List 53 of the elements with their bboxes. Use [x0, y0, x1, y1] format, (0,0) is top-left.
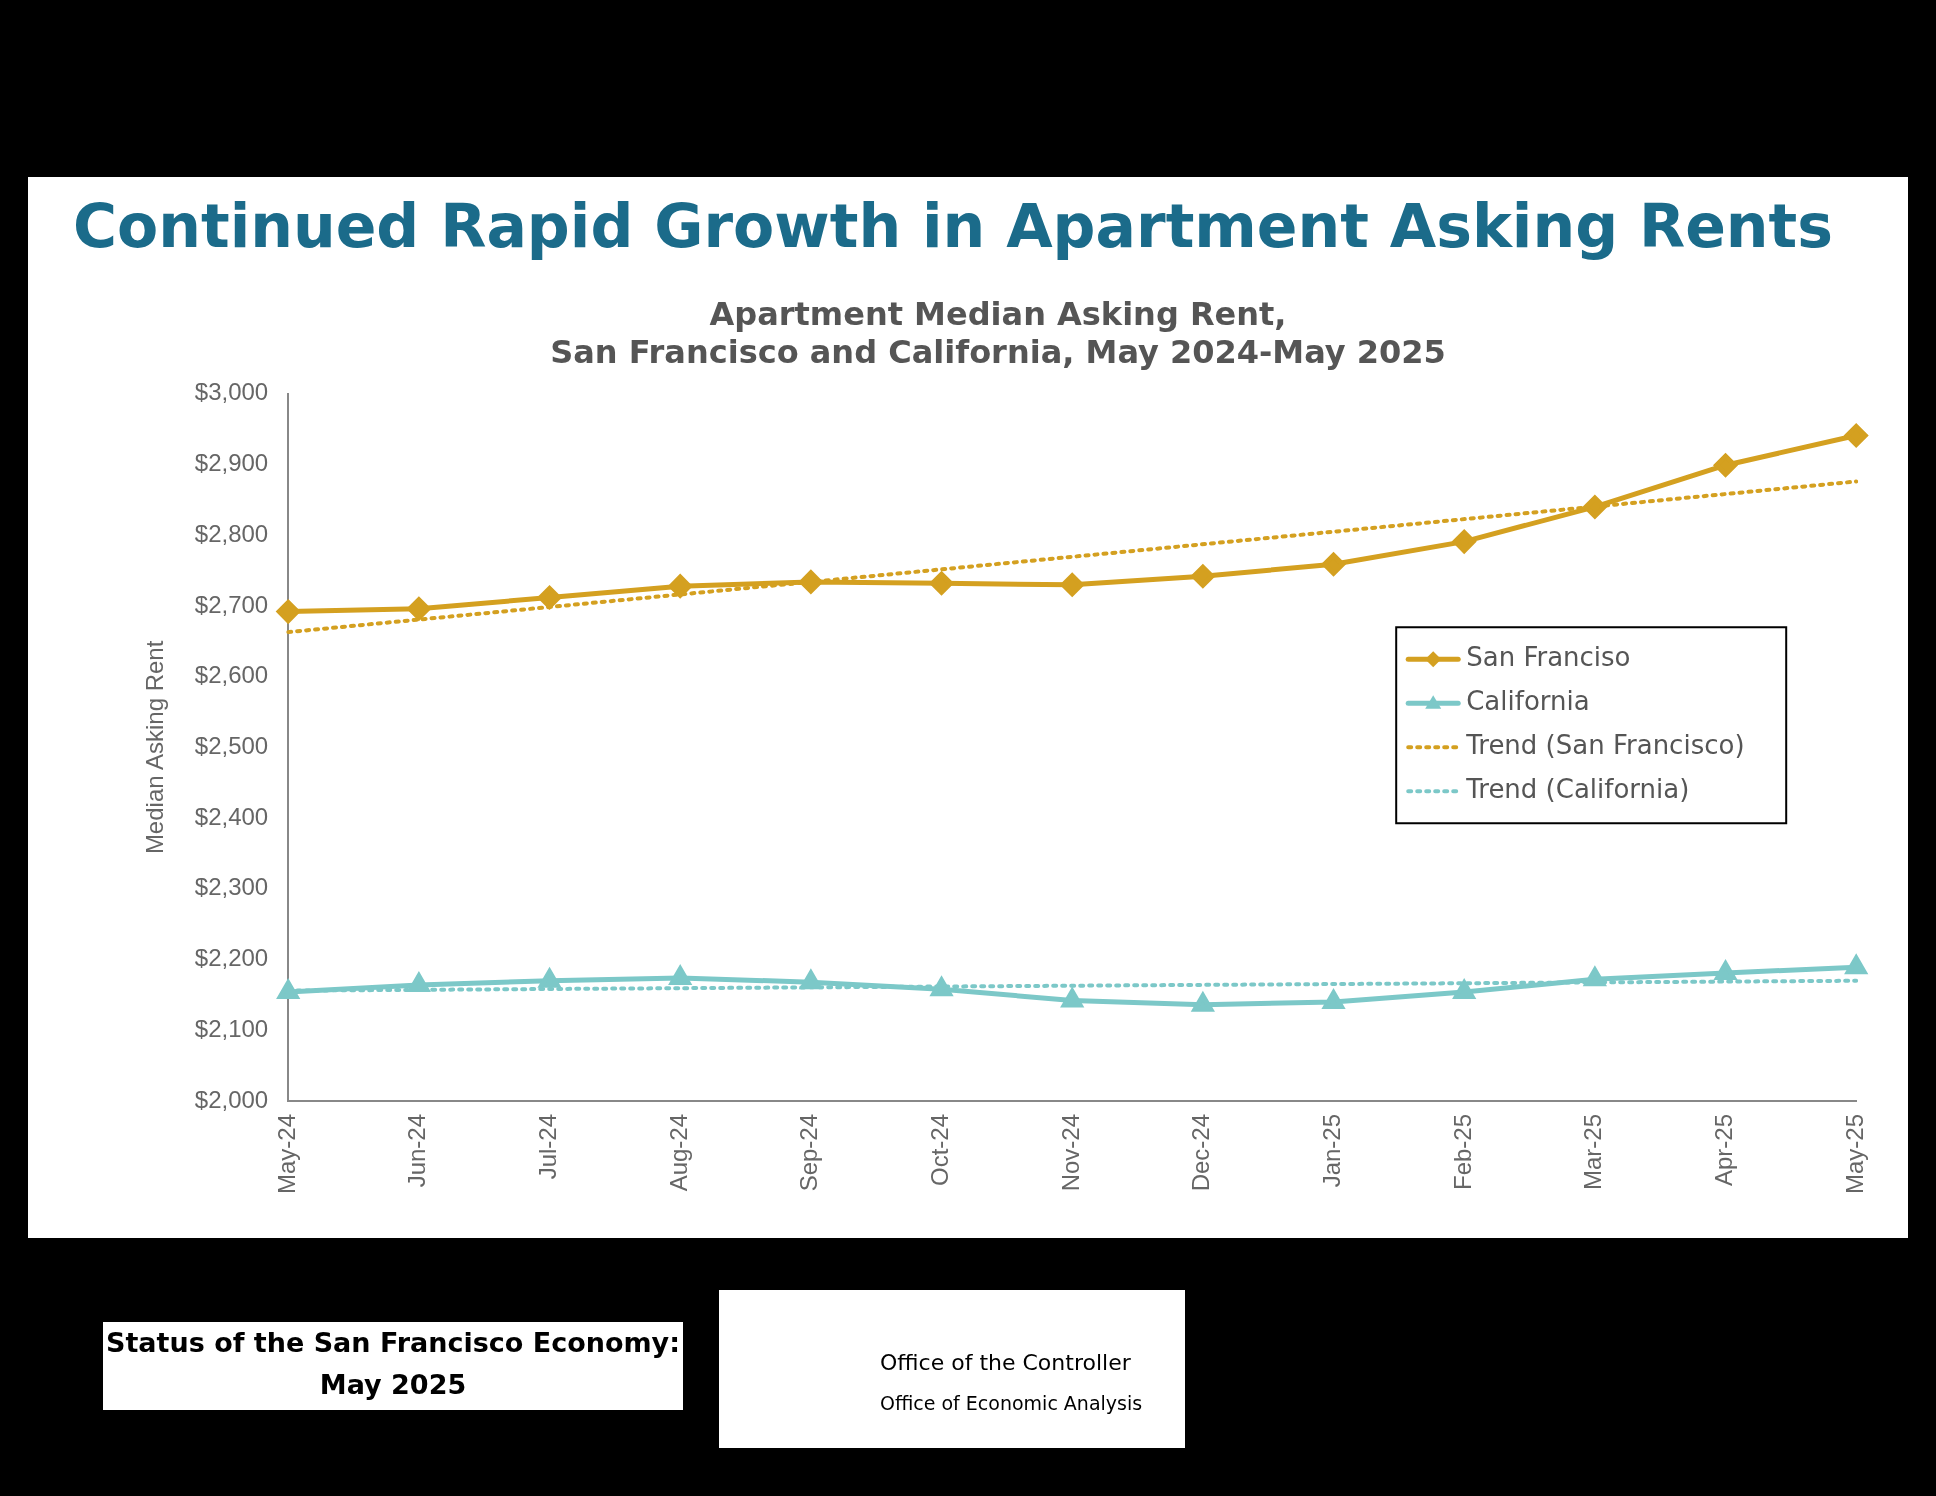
text: Office of Economic Analysis — [880, 1392, 1143, 1414]
point — [1844, 424, 1868, 448]
point — [668, 574, 692, 598]
chart-title: Continued Rapid Growth in Apartment Asking Rents — [73, 191, 1833, 261]
y-tick-label: $2,200 — [194, 944, 269, 972]
x-tick-label: Dec-24 — [1187, 1113, 1215, 1192]
point — [276, 600, 300, 624]
y-tick-label: $2,000 — [194, 1085, 269, 1113]
x-tick-label: Mar-25 — [1579, 1113, 1607, 1190]
x-tick-label: Jan-25 — [1318, 1113, 1346, 1188]
y-tick-label: $2,400 — [194, 802, 269, 830]
y-axis-title: Median Asking Rent — [141, 640, 169, 855]
legend-label: San Franciso — [1466, 641, 1631, 672]
x-tick-label: Nov-24 — [1056, 1113, 1084, 1192]
point — [929, 975, 954, 997]
point — [1322, 552, 1346, 576]
chart-subtitle: Apartment Median Asking Rent, San Francisco and California, May 2024-May 2025 — [550, 294, 1446, 371]
y-tick-label: $2,900 — [194, 449, 269, 477]
y-tick-label: $2,500 — [194, 732, 269, 760]
legend-label: Trend (California) — [1465, 773, 1690, 804]
point — [1844, 953, 1869, 975]
x-tick-label: Aug-24 — [664, 1113, 692, 1192]
y-tick-label: $2,700 — [194, 590, 269, 618]
y-tick-label: $2,100 — [194, 1014, 269, 1042]
point — [1191, 564, 1215, 588]
x-tick-label: Jul-24 — [534, 1113, 562, 1180]
x-tick-label: May-25 — [1840, 1113, 1868, 1194]
point — [1452, 978, 1477, 1000]
y-tick-label: $3,000 — [194, 378, 269, 406]
x-tick-label: May-24 — [272, 1113, 300, 1194]
point — [1583, 495, 1607, 519]
x-tick-label: Apr-25 — [1710, 1113, 1738, 1187]
y-tick-label: $2,600 — [194, 661, 269, 689]
x-tick-label: Jun-24 — [403, 1113, 431, 1188]
point — [1452, 530, 1476, 554]
legend-label: Trend (San Francisco) — [1465, 729, 1745, 760]
point — [407, 597, 431, 621]
point — [1060, 573, 1084, 597]
point — [799, 570, 823, 594]
point — [538, 585, 562, 609]
text: Status of the San Francisco Economy: May 2025 — [103, 1322, 683, 1410]
y-tick-label: $2,800 — [194, 519, 269, 547]
point — [1714, 453, 1738, 477]
text: Office of the Controller — [880, 1350, 1131, 1375]
x-tick-label: Feb-25 — [1448, 1113, 1476, 1191]
x-tick-label: Sep-24 — [795, 1113, 823, 1192]
point — [930, 571, 954, 595]
point — [276, 978, 301, 1000]
point — [798, 968, 823, 990]
y-tick-label: $2,300 — [194, 873, 269, 901]
legend-label: California — [1466, 685, 1590, 716]
point — [1582, 965, 1607, 987]
x-tick-label: Oct-24 — [926, 1113, 954, 1186]
